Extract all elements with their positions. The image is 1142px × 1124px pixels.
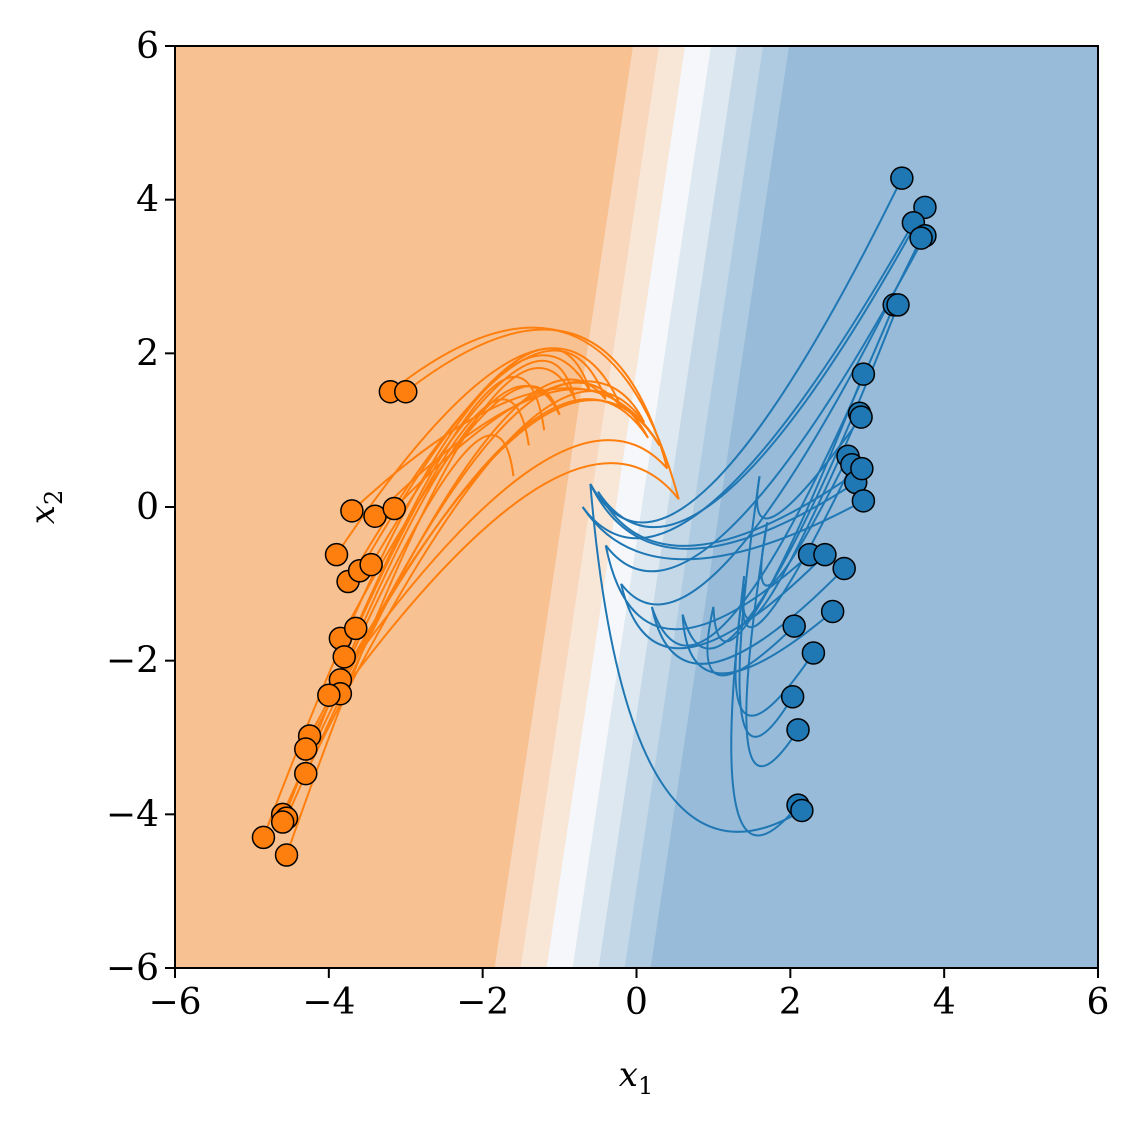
x-axis-label: x1 [619, 1055, 653, 1100]
y-tick-label: −2 [106, 641, 159, 682]
blue-point [886, 293, 910, 317]
blue-point [909, 226, 933, 250]
trajectory-line [650, 567, 845, 665]
orange-point [332, 645, 356, 669]
trajectory-line [681, 610, 834, 675]
orange-point [294, 737, 318, 761]
y-tick-label: 4 [136, 180, 159, 221]
trajectory-line [589, 483, 803, 833]
trajectory-line [738, 476, 794, 738]
orange-point [344, 616, 368, 641]
blue-point [790, 798, 814, 823]
trajectory-line [343, 398, 530, 658]
orange-point [340, 499, 364, 523]
orange-point [270, 810, 295, 834]
trajectory-line [405, 328, 669, 469]
y-axis-label: x2 [23, 490, 68, 524]
blue-point [851, 362, 876, 386]
trajectory-line [304, 389, 646, 775]
trajectory-line [339, 434, 515, 681]
orange-point [359, 552, 383, 577]
y-tick-label: 2 [136, 333, 159, 374]
x-tick-label: −2 [456, 982, 509, 1023]
blue-point [782, 614, 806, 638]
trajectory-line [339, 462, 680, 695]
y-axis: −6 −4 −2 0 2 4 6 [106, 26, 175, 989]
orange-point [317, 683, 341, 707]
data-points [251, 166, 937, 867]
blue-point [786, 718, 810, 742]
trajectory-line [730, 576, 799, 837]
x-tick-label: 2 [779, 982, 802, 1023]
orange-point [274, 843, 299, 867]
trajectory-line [581, 222, 915, 540]
x-tick-label: 6 [1087, 982, 1110, 1023]
blue-point [820, 599, 845, 624]
y-tick-label: 0 [136, 487, 159, 528]
orange-point [394, 380, 418, 404]
blue-point [890, 166, 914, 190]
region-blue [650, 46, 1098, 968]
trajectory-line [745, 522, 799, 768]
trajectory-line [589, 481, 857, 550]
trajectory-line [335, 347, 623, 556]
orange-point [382, 496, 406, 521]
orange-point [294, 761, 318, 786]
y-tick-label: −4 [106, 794, 159, 835]
x-tick-label: −6 [148, 982, 201, 1023]
decision-region [175, 46, 1098, 968]
trajectory-line [358, 347, 592, 572]
blue-point [780, 685, 805, 709]
y-tick-label: 6 [136, 26, 159, 67]
blue-point [851, 489, 876, 513]
x-tick-label: 0 [625, 982, 648, 1023]
blue-point [850, 456, 874, 481]
trajectories [262, 177, 926, 856]
orange-point [324, 542, 349, 567]
x-tick-label: 4 [933, 982, 956, 1023]
trajectory-line [706, 606, 795, 677]
trajectory-line [620, 237, 922, 606]
trajectory-line [262, 354, 592, 838]
x-tick-label: −4 [302, 982, 355, 1023]
blue-point [801, 641, 826, 665]
trajectory-line [597, 467, 863, 547]
x-axis: −6 −4 −2 0 2 4 6 [148, 968, 1109, 1023]
trajectory-line [354, 375, 546, 629]
trajectory-line [597, 206, 926, 529]
trajectory-line [604, 545, 811, 631]
y-tick-label: −6 [106, 948, 159, 989]
blue-point [813, 542, 837, 567]
trajectory-line [581, 499, 864, 561]
blue-point [832, 556, 856, 581]
orange-point [251, 825, 276, 850]
blue-point [849, 405, 873, 429]
trajectory-line [604, 235, 926, 573]
